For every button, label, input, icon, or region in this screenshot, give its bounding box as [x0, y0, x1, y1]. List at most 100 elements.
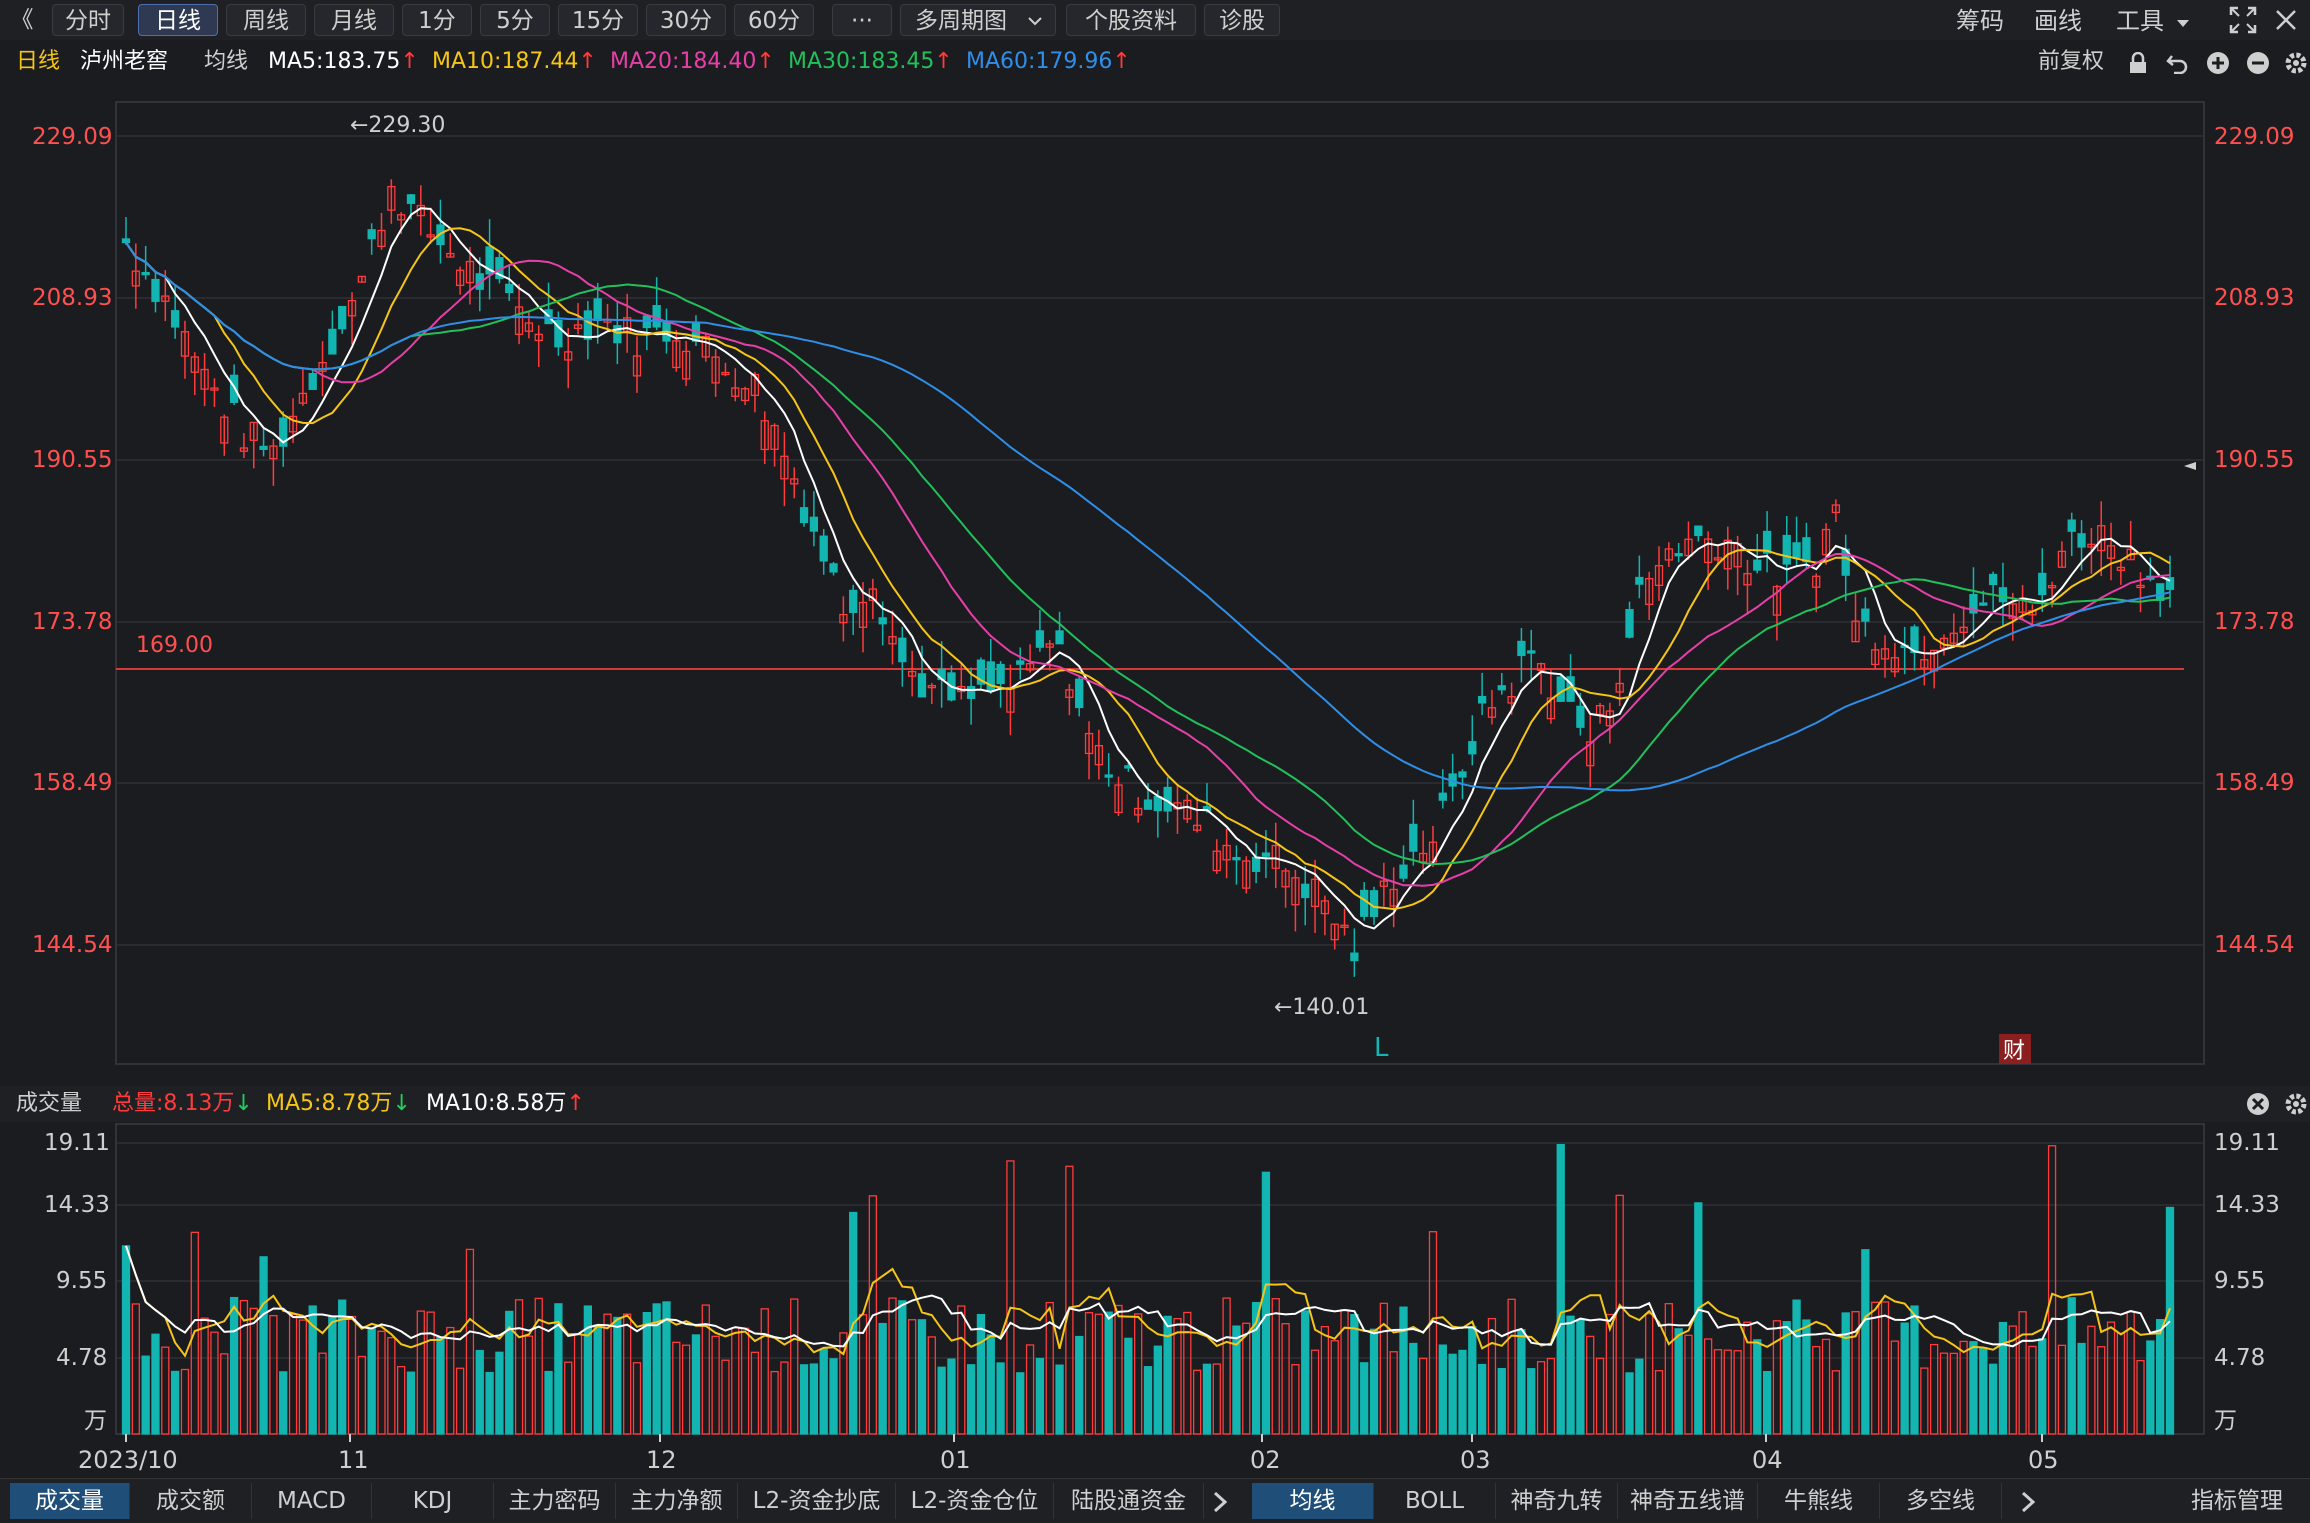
- tab-macd[interactable]: MACD: [252, 1483, 372, 1519]
- lock-icon[interactable]: [2128, 52, 2148, 74]
- volume-bar: [780, 1361, 789, 1435]
- tab-bull-bear[interactable]: 牛熊线: [1758, 1483, 1880, 1519]
- tab-l2-position[interactable]: L2-资金仓位: [896, 1483, 1054, 1519]
- period-tab-30min[interactable]: 30分: [646, 4, 726, 36]
- tab-long-short[interactable]: 多空线: [1880, 1483, 2002, 1519]
- candle-body: [1861, 608, 1870, 622]
- chips-button[interactable]: 筹码: [1956, 7, 2004, 35]
- tab-kdj[interactable]: KDJ: [372, 1483, 494, 1519]
- candle-body: [1507, 695, 1516, 704]
- diagnose-button[interactable]: 诊股: [1204, 4, 1280, 36]
- period-tab-60min[interactable]: 60分: [734, 4, 814, 36]
- x-label-04: 04: [1752, 1446, 1783, 1474]
- volume-label[interactable]: 成交量: [16, 1091, 83, 1116]
- tab-main-net[interactable]: 主力净额: [616, 1483, 738, 1519]
- volume-bar: [927, 1336, 936, 1435]
- tab-northbound[interactable]: 陆股通资金: [1054, 1483, 1204, 1519]
- stock-name: 泸州老窖: [80, 49, 169, 74]
- volume-bar: [2038, 1338, 2047, 1435]
- volume-bar: [1517, 1329, 1526, 1435]
- candle-body: [908, 670, 917, 677]
- volume-bar: [662, 1301, 671, 1435]
- volume-bar: [691, 1334, 701, 1435]
- collapse-icon[interactable]: 《: [10, 7, 34, 33]
- tab-boll[interactable]: BOLL: [1374, 1483, 1496, 1519]
- kline-chart[interactable]: 169.00 229.09 208.93 190.55 173.78 158.4…: [0, 0, 2310, 1478]
- candle-body: [406, 194, 416, 204]
- volume-bar: [1969, 1341, 1978, 1435]
- chevron-right-icon-2[interactable]: [2018, 1491, 2038, 1513]
- candle-body: [1360, 889, 1369, 917]
- volume-bar: [505, 1310, 514, 1435]
- volume-tick-left-1: 19.11: [44, 1130, 110, 1156]
- candle-body: [1497, 685, 1506, 691]
- tab-ma[interactable]: 均线: [1252, 1483, 1374, 1519]
- volume-bar: [210, 1331, 219, 1435]
- candle-body: [809, 516, 819, 532]
- tab-main-code[interactable]: 主力密码: [494, 1483, 616, 1519]
- tools-menu[interactable]: 工具: [2116, 6, 2190, 36]
- close-icon[interactable]: [2272, 6, 2300, 34]
- candle-body: [613, 325, 622, 344]
- stock-info-button[interactable]: 个股资料: [1066, 4, 1196, 36]
- tab-volume[interactable]: 成交量: [10, 1483, 130, 1519]
- current-price-pointer: [2184, 462, 2196, 470]
- candle-body: [740, 388, 750, 402]
- draw-line-button[interactable]: 画线: [2034, 7, 2082, 35]
- candle-body: [279, 417, 288, 447]
- adjust-mode[interactable]: 前复权: [2038, 49, 2105, 74]
- period-tab-1min[interactable]: 1分: [402, 4, 472, 36]
- volume-settings-gear-icon[interactable]: [2284, 1092, 2308, 1116]
- candle-body: [2067, 519, 2076, 532]
- tab-turnover[interactable]: 成交额: [130, 1483, 252, 1519]
- chevron-right-icon[interactable]: [1210, 1491, 1230, 1513]
- period-tab-5min[interactable]: 5分: [480, 4, 550, 36]
- x-label-02: 02: [1250, 1446, 1281, 1474]
- ma-label[interactable]: 均线: [204, 49, 249, 74]
- volume-bar: [1134, 1313, 1143, 1435]
- volume-tick-left-4: 4.78: [56, 1345, 107, 1371]
- volume-bar: [1153, 1345, 1162, 1435]
- indicator-manage-button[interactable]: 指标管理: [2191, 1488, 2283, 1514]
- volume-bar: [200, 1317, 209, 1435]
- period-tab-weekly[interactable]: 周线: [226, 4, 306, 36]
- volume-bar: [1694, 1202, 1703, 1435]
- tab-l2-bottom-fishing[interactable]: L2-资金抄底: [738, 1483, 896, 1519]
- volume-bar: [1792, 1299, 1801, 1435]
- candle-body: [1871, 649, 1880, 666]
- finance-event-badge[interactable]: [1999, 1034, 2031, 1064]
- volume-bar: [1330, 1340, 1339, 1435]
- zoom-in-icon[interactable]: [2206, 51, 2230, 75]
- candle-body: [1340, 924, 1349, 928]
- close-pane-icon[interactable]: [2246, 1092, 2270, 1116]
- candle-body: [868, 588, 877, 601]
- multi-period-dropdown[interactable]: 多周期图: [900, 4, 1056, 36]
- candle-body: [966, 686, 976, 699]
- volume-total: 总量:8.13万↓: [112, 1091, 253, 1116]
- volume-bar: [1025, 1344, 1035, 1435]
- period-tab-daily[interactable]: 日线: [138, 4, 218, 36]
- moving-average-lines: [125, 207, 2171, 930]
- volume-bar: [681, 1344, 691, 1435]
- tab-magic-five[interactable]: 神奇五线谱: [1618, 1483, 1758, 1519]
- candle-body: [2047, 585, 2057, 589]
- volume-bar: [1821, 1338, 1831, 1435]
- undo-icon[interactable]: [2166, 52, 2188, 74]
- period-tab-intraday[interactable]: 分时: [52, 4, 124, 36]
- candle-body: [1527, 650, 1536, 654]
- volume-bar: [1222, 1297, 1231, 1435]
- period-tab-15min[interactable]: 15分: [558, 4, 638, 36]
- period-tab-monthly[interactable]: 月线: [314, 4, 394, 36]
- fullscreen-icon[interactable]: [2228, 5, 2258, 35]
- volume-bar: [328, 1316, 337, 1435]
- settings-gear-icon[interactable]: [2284, 51, 2308, 75]
- volume-bar: [1477, 1363, 1487, 1435]
- zoom-out-icon[interactable]: [2246, 51, 2270, 75]
- candle-body: [1399, 864, 1408, 879]
- tab-magic-nine[interactable]: 神奇九转: [1496, 1483, 1618, 1519]
- volume-bar: [357, 1355, 366, 1435]
- volume-bar: [1733, 1350, 1742, 1435]
- more-periods-button[interactable]: ···: [832, 4, 892, 36]
- volume-bar: [455, 1367, 465, 1435]
- marker-L[interactable]: L: [1374, 1033, 1389, 1063]
